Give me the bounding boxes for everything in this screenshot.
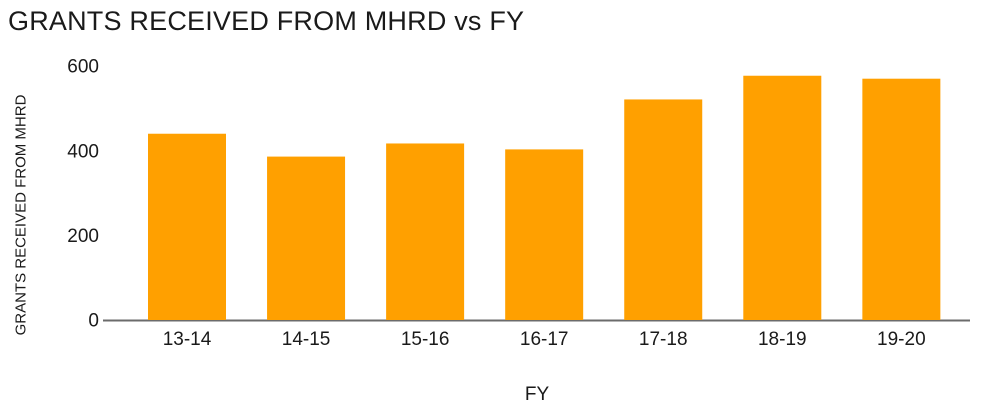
x-tick-label-18-19: 18-19 bbox=[758, 329, 807, 350]
bar-16-17 bbox=[505, 149, 584, 320]
bar-13-14 bbox=[148, 133, 226, 320]
y-tick-label-600: 600 bbox=[67, 57, 99, 78]
bar-19-20 bbox=[862, 78, 941, 320]
x-tick-label-14-15: 14-15 bbox=[282, 329, 331, 350]
y-tick-label-0: 0 bbox=[88, 311, 99, 332]
x-tick-label-15-16: 15-16 bbox=[401, 329, 450, 350]
x-tick-label-19-20: 19-20 bbox=[877, 329, 926, 350]
x-tick-label-13-14: 13-14 bbox=[163, 329, 212, 350]
chart-title: GRANTS RECEIVED FROM MHRD vs FY bbox=[8, 6, 525, 36]
bar-14-15 bbox=[267, 156, 346, 320]
y-tick-label-400: 400 bbox=[67, 141, 99, 162]
bar-18-19 bbox=[743, 75, 822, 320]
bar-17-18 bbox=[624, 99, 703, 321]
y-tick-label-200: 200 bbox=[67, 226, 99, 247]
x-axis-title: FY bbox=[524, 384, 550, 405]
x-tick-label-16-17: 16-17 bbox=[520, 329, 569, 350]
x-tick-label-17-18: 17-18 bbox=[639, 329, 688, 350]
bar-15-16 bbox=[386, 143, 465, 320]
